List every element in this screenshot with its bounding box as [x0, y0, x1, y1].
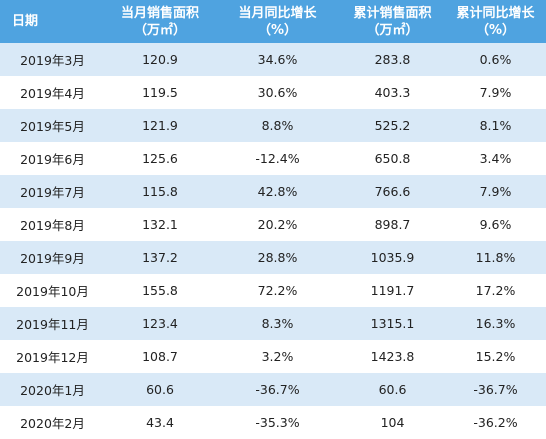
header-text: 累计销售面积	[353, 5, 432, 21]
table-cell: 34.6%	[215, 43, 340, 76]
table-cell: 2019年3月	[0, 43, 105, 76]
table-cell: 2019年8月	[0, 208, 105, 241]
table-cell: 1423.8	[340, 340, 445, 373]
table-cell: 8.3%	[215, 307, 340, 340]
header-text: 日期	[12, 14, 39, 29]
table-cell: 137.2	[105, 241, 215, 274]
header-text: 累计同比增长	[456, 5, 535, 21]
table-cell: 119.5	[105, 76, 215, 109]
table-cell: 2019年7月	[0, 175, 105, 208]
table-cell: 7.9%	[445, 76, 546, 109]
table-cell: 132.1	[105, 208, 215, 241]
table-cell: 121.9	[105, 109, 215, 142]
table-cell: 2019年12月	[0, 340, 105, 373]
table-cell: 11.8%	[445, 241, 546, 274]
table-cell: 115.8	[105, 175, 215, 208]
header-text: 当月销售面积	[120, 5, 199, 21]
header-cell: 日期	[0, 0, 105, 43]
table-cell: -36.7%	[445, 373, 546, 406]
table-cell: 8.1%	[445, 109, 546, 142]
table-cell: 2019年11月	[0, 307, 105, 340]
header-text: （万㎡）	[133, 22, 186, 38]
table-cell: 155.8	[105, 274, 215, 307]
table-cell: 283.8	[340, 43, 445, 76]
table-cell: 72.2%	[215, 274, 340, 307]
table-cell: 0.6%	[445, 43, 546, 76]
table-cell: 16.3%	[445, 307, 546, 340]
table-cell: 2020年1月	[0, 373, 105, 406]
table-cell: 108.7	[105, 340, 215, 373]
table-cell: -36.7%	[215, 373, 340, 406]
table-cell: 2020年2月	[0, 406, 105, 439]
table-cell: 3.4%	[445, 142, 546, 175]
table-cell: 650.8	[340, 142, 445, 175]
table-cell: 123.4	[105, 307, 215, 340]
header-cell: 当月同比增长 （%）	[215, 0, 340, 43]
table-cell: 30.6%	[215, 76, 340, 109]
table-cell: -35.3%	[215, 406, 340, 439]
table-cell: 15.2%	[445, 340, 546, 373]
header-text: （%）	[257, 22, 298, 38]
table-cell: -12.4%	[215, 142, 340, 175]
table-cell: 42.8%	[215, 175, 340, 208]
table-cell: 8.8%	[215, 109, 340, 142]
table-cell: 2019年9月	[0, 241, 105, 274]
table-cell: 766.6	[340, 175, 445, 208]
header-text: 当月同比增长	[238, 5, 317, 21]
table-cell: 120.9	[105, 43, 215, 76]
table-cell: 525.2	[340, 109, 445, 142]
header-cell: 累计同比增长 （%）	[445, 0, 546, 43]
table-cell: 3.2%	[215, 340, 340, 373]
table-cell: 7.9%	[445, 175, 546, 208]
table-cell: 28.8%	[215, 241, 340, 274]
table-cell: 104	[340, 406, 445, 439]
table-cell: 2019年4月	[0, 76, 105, 109]
table-cell: 1035.9	[340, 241, 445, 274]
table-cell: 43.4	[105, 406, 215, 439]
table-cell: 17.2%	[445, 274, 546, 307]
table-cell: 125.6	[105, 142, 215, 175]
table-cell: -36.2%	[445, 406, 546, 439]
header-cell: 当月销售面积 （万㎡）	[105, 0, 215, 43]
table-cell: 9.6%	[445, 208, 546, 241]
table-cell: 2019年10月	[0, 274, 105, 307]
table-cell: 898.7	[340, 208, 445, 241]
table-cell: 60.6	[340, 373, 445, 406]
header-text: （万㎡）	[366, 22, 419, 38]
table-cell: 1315.1	[340, 307, 445, 340]
table-cell: 1191.7	[340, 274, 445, 307]
table-cell: 403.3	[340, 76, 445, 109]
table-cell: 60.6	[105, 373, 215, 406]
table-cell: 2019年5月	[0, 109, 105, 142]
header-cell: 累计销售面积 （万㎡）	[340, 0, 445, 43]
table-cell: 20.2%	[215, 208, 340, 241]
table-cell: 2019年6月	[0, 142, 105, 175]
header-text: （%）	[475, 22, 516, 38]
